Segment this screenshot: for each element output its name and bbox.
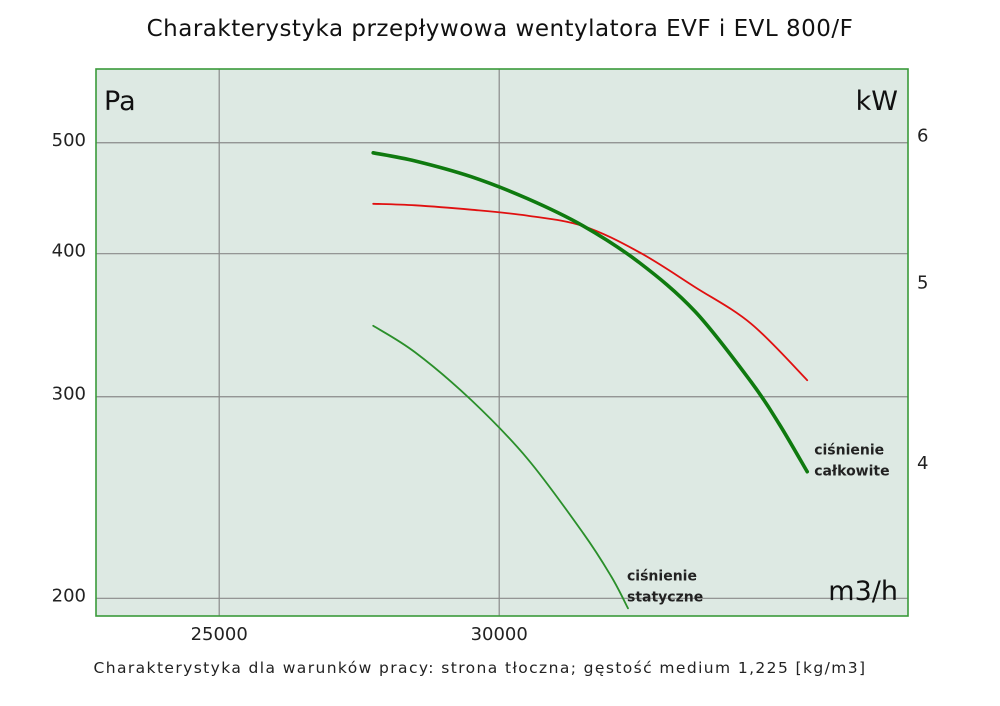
static-pressure-curve bbox=[372, 324, 629, 610]
y-left-tick-label: 500 bbox=[52, 130, 86, 151]
y-right-tick-label: 6 bbox=[917, 126, 928, 147]
x-tick-label: 30000 bbox=[471, 624, 528, 645]
curve-labels: ciśnienie całkowite ciśnienie statyczne bbox=[627, 443, 890, 606]
total-pressure-curve bbox=[371, 151, 809, 474]
footer-note: Charakterystyka dla warunków pracy: stro… bbox=[93, 659, 867, 677]
grid bbox=[96, 69, 908, 616]
series-layer bbox=[371, 151, 809, 610]
x-tick-label: 25000 bbox=[191, 624, 248, 645]
y-right-tick-label: 5 bbox=[917, 273, 928, 294]
y-left-unit-label: Pa bbox=[104, 86, 136, 117]
plot-frame bbox=[95, 68, 909, 617]
y-left-tick-label: 400 bbox=[52, 241, 86, 262]
tick-labels: 25000 30000 200 300 400 500 4 5 6 bbox=[52, 126, 929, 645]
static-pressure-label: ciśnienie statyczne bbox=[627, 568, 703, 605]
plot-area bbox=[96, 69, 908, 616]
chart-title: Charakterystyka przepływowa wentylatora … bbox=[146, 16, 854, 42]
y-right-tick-label: 4 bbox=[917, 453, 928, 474]
y-right-unit-label: kW bbox=[856, 86, 898, 117]
x-unit-label: m3/h bbox=[828, 576, 898, 607]
y-left-tick-label: 200 bbox=[52, 585, 86, 606]
total-pressure-label: ciśnienie całkowite bbox=[814, 443, 889, 480]
y-left-tick-label: 300 bbox=[52, 384, 86, 405]
